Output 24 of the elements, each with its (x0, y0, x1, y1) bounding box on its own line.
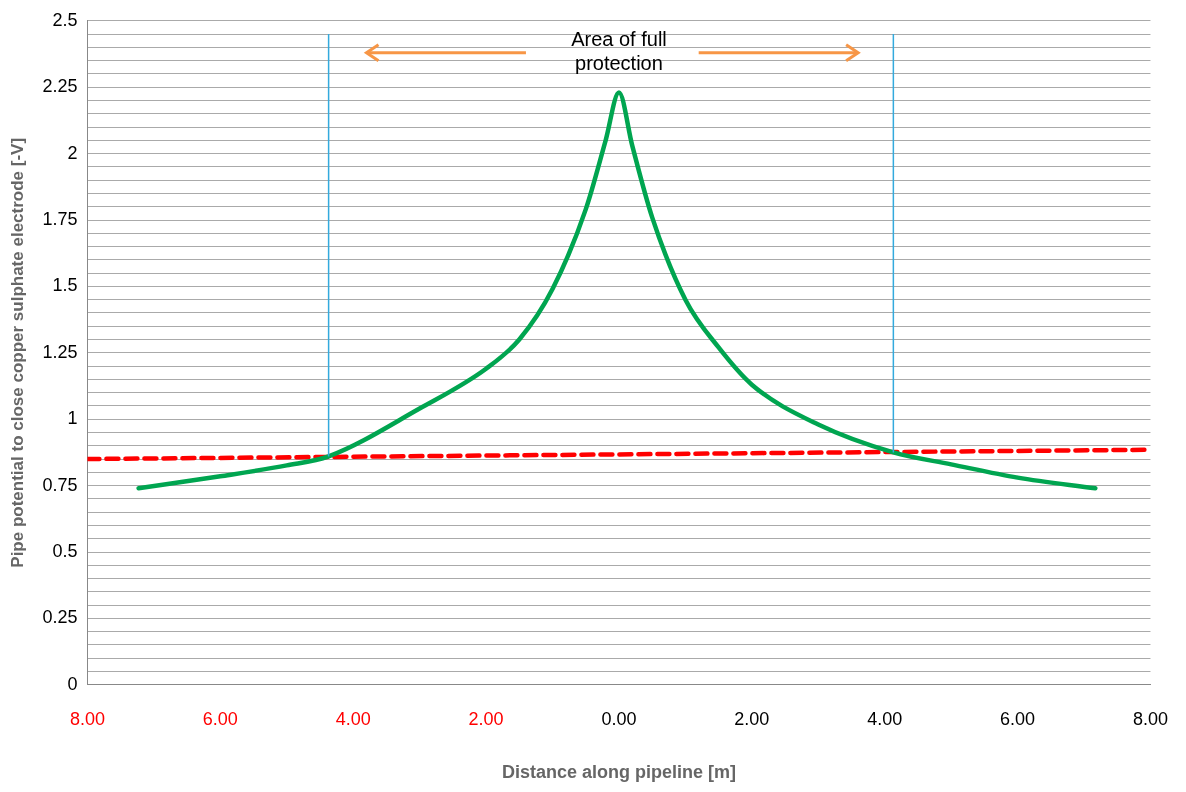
y-tick-label: 1.75 (42, 208, 78, 229)
y-tick-label: 1 (67, 408, 78, 429)
line-series (136, 90, 1098, 491)
x-axis-title: Distance along pipeline [m] (501, 762, 736, 783)
y-tick-label: 2.5 (52, 9, 78, 30)
y-axis-title: Pipe potential to close copper sulphate electrode [-V] (7, 137, 27, 568)
y-tick-label: 0 (67, 673, 78, 694)
x-tick-label: 2.00 (468, 708, 504, 729)
x-tick-label: 8.00 (69, 708, 105, 729)
y-tick-label: 0.75 (42, 474, 78, 495)
y-tick-label: 1.25 (42, 341, 78, 362)
x-tick-label: 4.00 (335, 708, 371, 729)
x-tick-label: 8.00 (1132, 708, 1169, 729)
y-tick-label: 1.5 (52, 275, 78, 296)
annotation: Area of full protection (571, 28, 667, 75)
x-tick-label: 6.00 (1000, 708, 1036, 729)
x-tick-label: 2.00 (734, 708, 770, 729)
x-tick-label: 4.00 (867, 708, 903, 729)
y-tick-label: 0.25 (42, 607, 78, 628)
x-tick-label: 6.00 (202, 708, 238, 729)
y-tick-label: 0.5 (52, 540, 78, 561)
y-tick-label: 2.25 (42, 76, 78, 97)
x-tick-label: 0.00 (601, 708, 637, 729)
y-tick-label: 2 (67, 142, 78, 163)
